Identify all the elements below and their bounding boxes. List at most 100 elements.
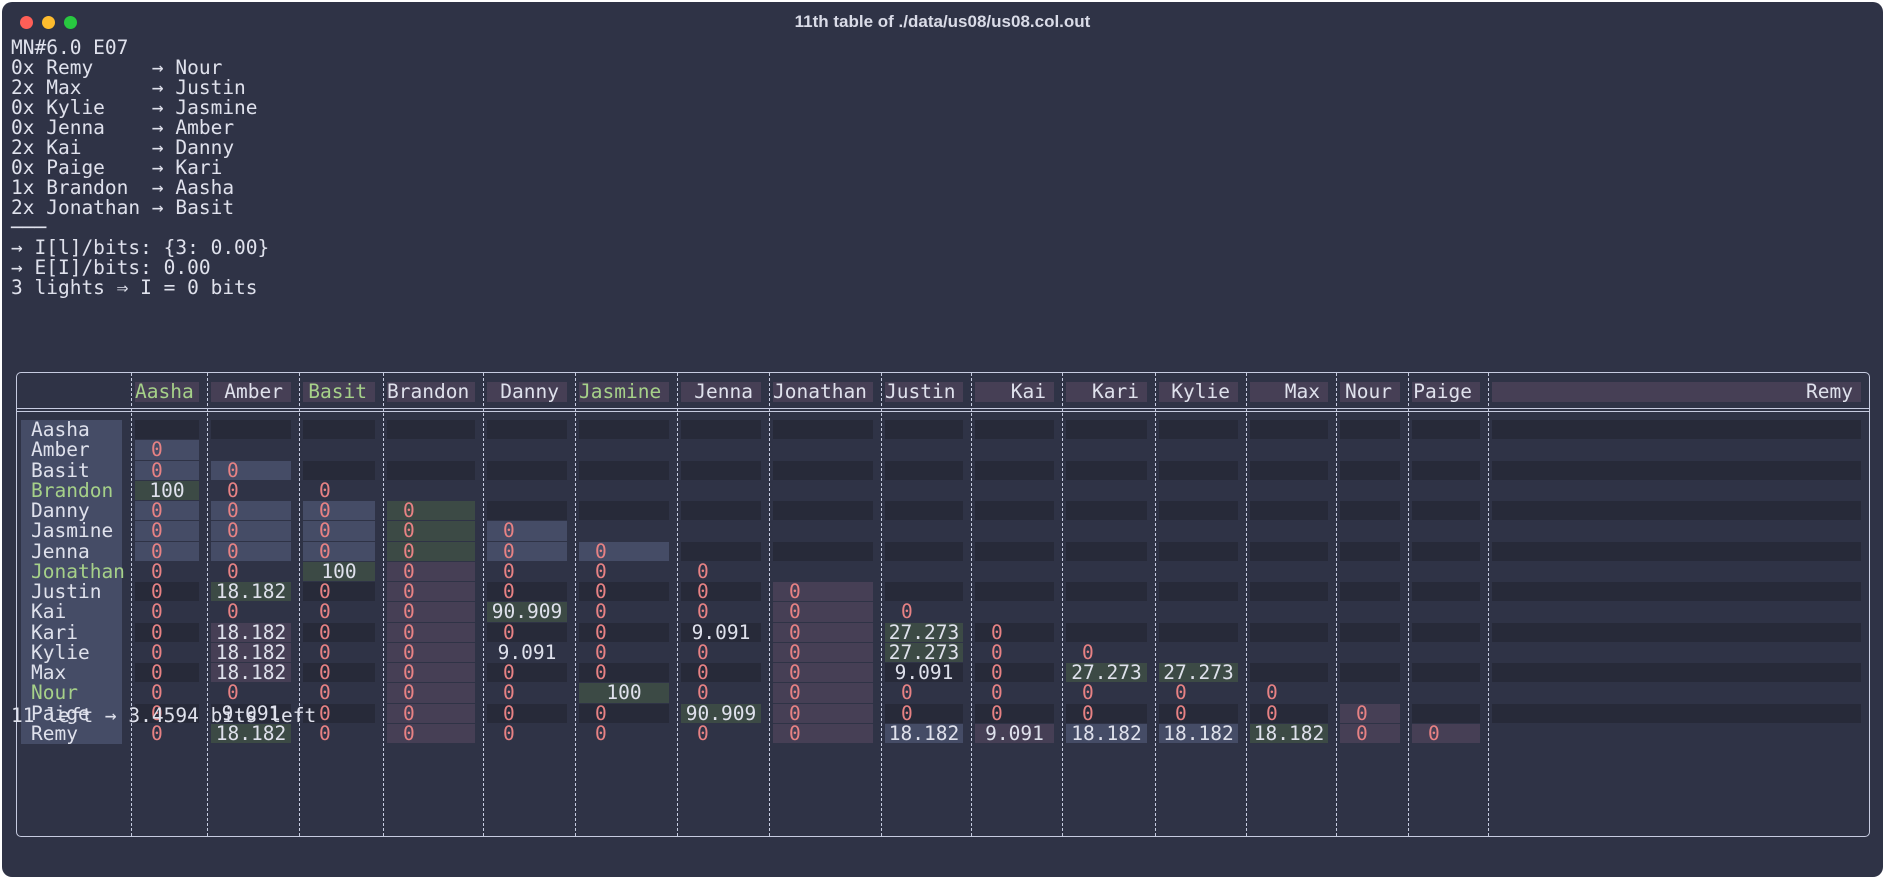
table-cell: 0 <box>595 539 607 563</box>
table-cell: 0 <box>403 681 415 705</box>
table-cell: 0 <box>789 620 801 644</box>
cell-background <box>885 703 963 723</box>
cell-background <box>773 642 873 662</box>
row-label: Danny <box>31 499 90 522</box>
table-cell: 0 <box>227 600 239 624</box>
column-header[interactable]: Brandon <box>387 382 475 402</box>
cell-background <box>579 683 669 703</box>
row-label: Brandon <box>31 478 114 502</box>
cell-background <box>387 420 475 440</box>
cell-background <box>303 561 375 581</box>
column-header[interactable]: Kari <box>1066 382 1147 402</box>
column-header[interactable]: Amber <box>211 382 291 402</box>
cell-background <box>1159 582 1238 602</box>
cell-background <box>1492 622 1861 642</box>
table-cell: 0 <box>227 458 239 482</box>
cell-background <box>579 501 669 521</box>
cell-background <box>487 703 567 723</box>
close-window-button[interactable] <box>20 16 33 29</box>
column-header[interactable]: Remy <box>1492 382 1861 402</box>
terminal-line: MN#6.0 E07 <box>11 36 129 59</box>
column-header[interactable]: Nour <box>1340 382 1400 402</box>
cell-background <box>1159 723 1238 743</box>
table-cell: 0 <box>595 661 607 684</box>
cell-background <box>1066 460 1147 480</box>
cell-background <box>135 521 199 541</box>
table-cell: 0 <box>151 661 163 684</box>
cell-background <box>303 582 375 602</box>
table-cell: 0 <box>403 721 415 745</box>
cell-background <box>1250 622 1328 642</box>
table-cell: 0 <box>789 580 801 603</box>
table-cell: 0 <box>1266 701 1278 725</box>
cell-background <box>387 521 475 541</box>
cell-background <box>487 622 567 642</box>
minimize-window-button[interactable] <box>42 16 55 29</box>
cell-background <box>387 622 475 642</box>
cell-background <box>211 642 291 662</box>
column-header[interactable]: Justin <box>885 382 963 402</box>
column-separator <box>1062 373 1063 836</box>
table-cell: 0 <box>789 600 801 624</box>
cell-background <box>885 460 963 480</box>
cell-background <box>1340 663 1400 683</box>
table-cell: 0 <box>595 701 607 725</box>
table-cell: 9.091 <box>497 640 557 664</box>
cell-background <box>387 561 475 581</box>
cell-background <box>681 663 761 683</box>
zoom-window-button[interactable] <box>64 16 77 29</box>
cell-background <box>1340 723 1400 743</box>
column-header[interactable]: Kai <box>975 382 1054 402</box>
cell-background <box>773 602 873 622</box>
cell-background <box>303 501 375 521</box>
table-cell: 0 <box>319 620 331 644</box>
column-header[interactable]: Aasha <box>135 382 199 402</box>
cell-background <box>681 420 761 440</box>
column-header[interactable]: Jenna <box>681 382 761 402</box>
row-label: Amber <box>31 438 90 462</box>
window-title: 11th table of ./data/us08/us08.col.out <box>794 12 1091 31</box>
table-cell: 0 <box>697 661 709 684</box>
cell-background <box>975 703 1054 723</box>
table-cell: 0 <box>1175 681 1187 705</box>
cell-background <box>975 723 1054 743</box>
table-cell: 0 <box>403 640 415 664</box>
cell-background <box>1159 622 1238 642</box>
column-separator <box>1155 373 1156 836</box>
cell-background <box>1412 541 1480 561</box>
cell-background <box>1159 663 1238 683</box>
terminal-line: → E[I]/bits: 0.00 <box>11 256 211 279</box>
cell-background <box>487 460 567 480</box>
cell-background <box>975 541 1054 561</box>
cell-background <box>303 622 375 642</box>
column-separator <box>677 373 678 836</box>
table-cell: 0 <box>151 438 163 462</box>
column-header[interactable]: Jasmine <box>579 382 669 402</box>
table-cell: 27.273 <box>888 620 960 644</box>
column-header[interactable]: Jonathan <box>773 382 873 402</box>
cell-background <box>1340 541 1400 561</box>
table-cell: 18.182 <box>215 661 287 684</box>
cell-background <box>1066 622 1147 642</box>
column-header[interactable]: Danny <box>487 382 567 402</box>
row-label: Basit <box>31 458 90 482</box>
column-header[interactable]: Max <box>1250 382 1328 402</box>
column-header[interactable]: Basit <box>303 382 375 402</box>
cell-background <box>135 501 199 521</box>
cell-background <box>1250 663 1328 683</box>
cell-background <box>579 420 669 440</box>
cell-background <box>773 723 873 743</box>
table-cell: 0 <box>991 661 1003 684</box>
cell-background <box>1412 501 1480 521</box>
cell-background <box>885 663 963 683</box>
column-header[interactable]: Paige <box>1412 382 1480 402</box>
column-header[interactable]: Kylie <box>1159 382 1238 402</box>
cell-background <box>1340 703 1400 723</box>
table-cell: 0 <box>403 701 415 725</box>
table-cell: 27.273 <box>888 640 960 664</box>
table-cell: 0 <box>503 681 515 705</box>
cell-background <box>1492 460 1861 480</box>
column-separator <box>131 373 132 836</box>
cell-background <box>387 703 475 723</box>
cell-background <box>1250 723 1328 743</box>
